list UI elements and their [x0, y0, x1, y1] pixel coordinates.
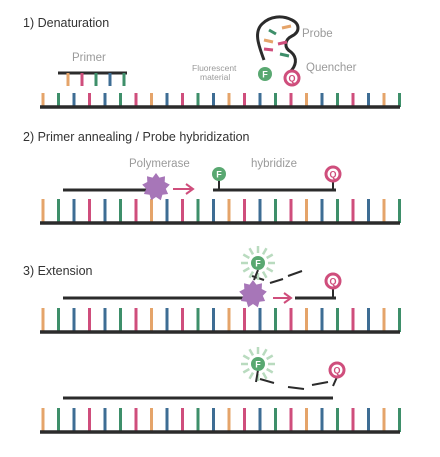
probe-label: Probe: [302, 28, 333, 40]
quencher-marker: Q: [324, 165, 342, 190]
svg-text:Q: Q: [329, 170, 336, 180]
material-label: material: [200, 72, 230, 82]
primer-label: Primer: [72, 52, 106, 64]
glow-ray: [248, 372, 255, 380]
step-1-title: 1) Denaturation: [23, 16, 109, 30]
fluorescence-glow-icon: F: [241, 347, 275, 383]
glow-ray: [266, 367, 274, 374]
glow-ray: [261, 247, 268, 255]
polymerase-icon: [239, 280, 267, 308]
panel-annealing: F Q Polymerase hybridize: [40, 158, 401, 225]
glow-ray: [248, 271, 255, 279]
template-strand-1: [40, 93, 401, 109]
polymerase-icon: [142, 173, 170, 201]
primer: [58, 71, 127, 86]
svg-text:Q: Q: [333, 366, 340, 376]
glow-ray: [261, 348, 268, 356]
hybridize-label: hybridize: [251, 158, 297, 170]
quencher-marker: Q: [324, 272, 342, 290]
svg-text:F: F: [216, 170, 222, 180]
step-2-title: 2) Primer annealing / Probe hybridizatio…: [23, 130, 250, 144]
glow-ray: [266, 354, 274, 361]
panel-extension-a: F Q: [40, 246, 401, 334]
polymerase-label: Polymerase: [129, 158, 190, 170]
template-strand-2: [40, 199, 401, 225]
glow-ray: [266, 266, 274, 273]
glow-ray: [266, 253, 274, 260]
glow-ray: [242, 266, 250, 273]
quencher-marker: Q: [328, 361, 346, 387]
svg-text:Q: Q: [288, 74, 295, 84]
cleaved-fragments: [251, 270, 303, 284]
svg-text:F: F: [255, 360, 261, 370]
template-strand-3: [40, 308, 401, 334]
probe-hairpin: [256, 15, 300, 74]
glow-ray: [242, 253, 250, 260]
fluorescence-glow-icon: F: [241, 246, 275, 281]
fluorophore-marker: F: [258, 67, 272, 81]
direction-arrow-icon: [173, 183, 195, 195]
quencher-marker: Q: [283, 69, 301, 87]
svg-text:F: F: [255, 259, 261, 269]
quencher-label: Quencher: [306, 62, 357, 74]
glow-ray: [242, 367, 250, 374]
glow-ray: [261, 271, 268, 279]
fluorophore-marker: F: [212, 167, 226, 190]
glow-ray: [248, 247, 255, 255]
svg-text:F: F: [262, 70, 268, 80]
glow-ray: [242, 354, 250, 361]
panel-denaturation: Primer F Q Probe Fluorescent material Qu…: [40, 15, 401, 109]
direction-arrow-icon: [273, 292, 293, 304]
step-3-title: 3) Extension: [23, 264, 93, 278]
panel-extension-b: F Q: [40, 347, 401, 434]
glow-ray: [248, 348, 255, 356]
released-fragments: [259, 378, 329, 390]
fluorescent-label: Fluorescent: [192, 63, 237, 73]
svg-text:Q: Q: [329, 277, 336, 287]
template-strand-4: [40, 408, 401, 434]
glow-ray: [261, 372, 268, 380]
